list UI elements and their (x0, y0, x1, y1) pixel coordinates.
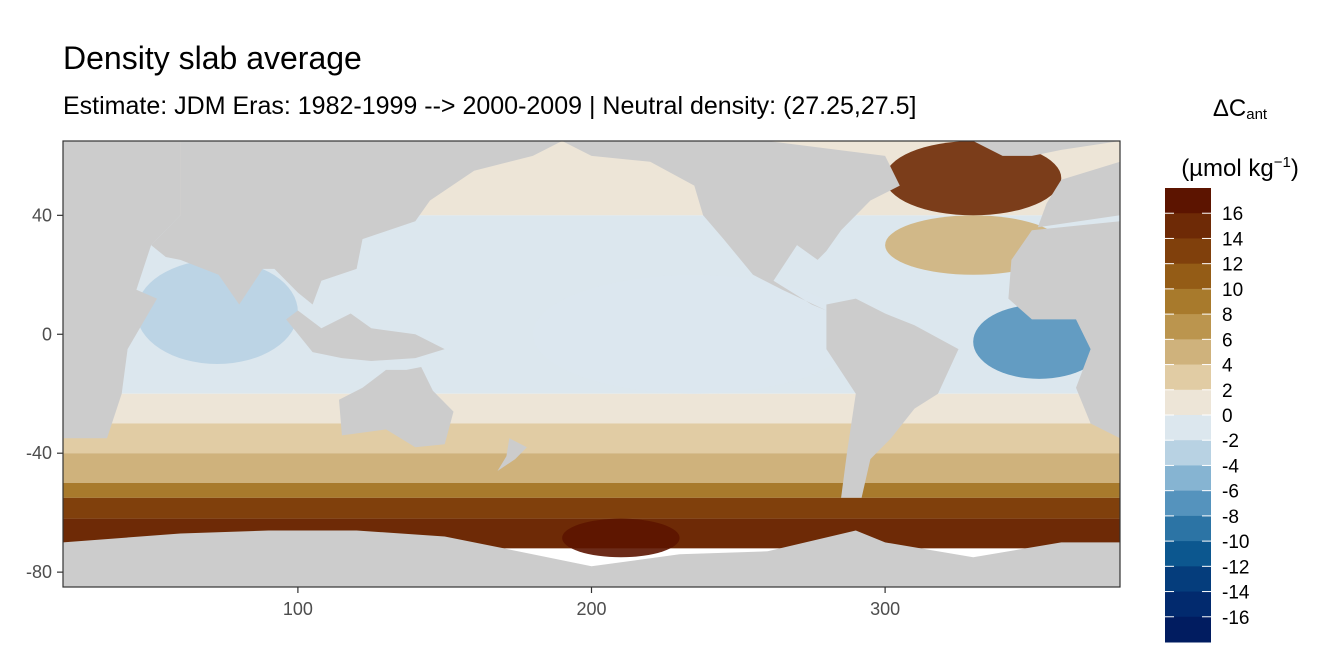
zonal-band-2 (63, 393, 1120, 424)
colorbar-label: 8 (1222, 305, 1233, 326)
landmass-0 (63, 141, 181, 439)
colorbar-label: 0 (1222, 406, 1233, 427)
colorbar-segment (1165, 288, 1211, 315)
colorbar-segment (1165, 440, 1211, 466)
colorbar-segment (1165, 490, 1211, 517)
colorbar-label: 16 (1222, 204, 1243, 225)
landmass-6 (973, 141, 1120, 156)
anomaly-patch-2 (885, 141, 1062, 216)
landmass-7 (826, 298, 959, 498)
colorbar-label: -6 (1222, 482, 1239, 503)
colorbar-segment (1165, 263, 1211, 290)
colorbar-legend: 16 14 12 10 8 6 4 2 0 -2 -4 -6 -8 -10 -12 -14 -16 (1165, 188, 1250, 643)
anomaly-patch-0 (136, 259, 298, 364)
colorbar-segment (1165, 515, 1211, 542)
landmass-3 (339, 367, 454, 448)
colorbar-segment (1165, 188, 1211, 214)
y-tick-label: -40 (26, 443, 52, 463)
zonal-band-6 (63, 497, 1120, 519)
colorbar-label: -14 (1222, 583, 1250, 604)
chart-subtitle: Estimate: JDM Eras: 1982-1999 --> 2000-2… (63, 92, 917, 120)
colorbar-label: -10 (1222, 532, 1249, 553)
legend-title-variable: ΔCant (1212, 95, 1268, 123)
colorbar-segment (1165, 213, 1211, 239)
colorbar-label: 6 (1222, 330, 1233, 351)
zonal-band-4 (63, 453, 1120, 483)
colorbar-label: 2 (1222, 381, 1233, 402)
colorbar-label: 14 (1222, 229, 1244, 250)
y-tick-label: 40 (32, 205, 52, 225)
colorbar-label: 4 (1222, 356, 1233, 377)
y-tick-label: -80 (26, 562, 52, 582)
landmass-10 (63, 530, 1120, 587)
colorbar-segment (1165, 339, 1211, 366)
landmass-5 (562, 141, 900, 311)
anomaly-patch-1 (973, 304, 1106, 379)
anomaly-patch-4 (532, 274, 856, 394)
landmass-9 (1037, 161, 1120, 228)
colorbar-label: -4 (1222, 456, 1239, 477)
colorbar-segment (1165, 465, 1211, 492)
colorbar-label: -12 (1222, 557, 1249, 578)
y-tick-label: 0 (42, 324, 52, 344)
landmass-2 (286, 310, 445, 361)
legend-title: ΔCant (µmol kg−1) (1160, 85, 1320, 193)
chart-title: Density slab average (63, 40, 362, 76)
colorbar-segment (1165, 238, 1211, 265)
colorbar-label: 12 (1222, 255, 1243, 276)
landmass-4 (497, 438, 527, 471)
colorbar-segment (1165, 415, 1211, 441)
colorbar-segment (1165, 541, 1211, 567)
colorbar-segment (1165, 566, 1211, 593)
colorbar-label: 10 (1222, 280, 1243, 301)
x-tick-label: 300 (870, 599, 900, 619)
colorbar-label: -8 (1222, 507, 1239, 528)
colorbar-segment (1165, 314, 1211, 340)
colorbar-label: -2 (1222, 431, 1239, 452)
colorbar-segment (1165, 364, 1211, 391)
x-tick-label: 200 (576, 599, 606, 619)
colorbar-segment (1165, 389, 1211, 416)
land-mask (63, 141, 1120, 587)
zonal-band-3 (63, 423, 1120, 454)
anomaly-patch-5 (562, 518, 680, 558)
x-tick-label: 100 (283, 599, 313, 619)
landmass-8 (1008, 221, 1120, 439)
colorbar-label: -16 (1222, 608, 1249, 629)
zonal-band-5 (63, 482, 1120, 498)
colorbar-segment (1165, 616, 1211, 643)
legend-title-unit: (µmol kg−1) (1181, 154, 1299, 182)
landmass-1 (151, 141, 563, 305)
colorbar-segment (1165, 591, 1211, 618)
